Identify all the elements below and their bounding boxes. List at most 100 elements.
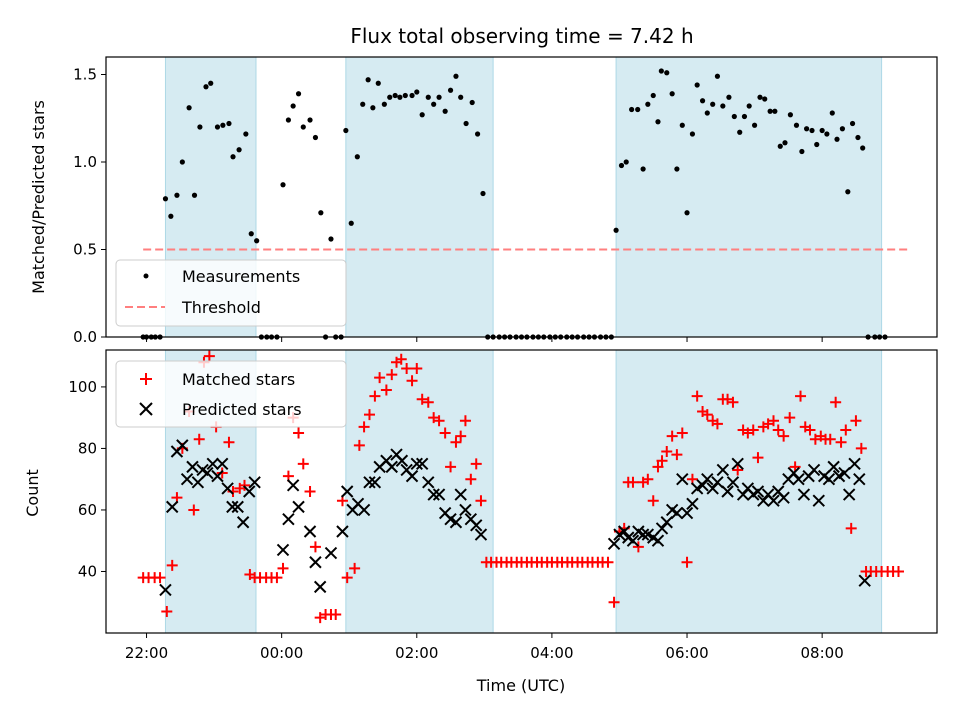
y-tick-label: 100 <box>68 378 97 396</box>
axes-frame <box>105 56 938 338</box>
measurement-point <box>650 92 656 99</box>
predicted-star-point <box>827 460 840 474</box>
measurement-point <box>767 108 773 114</box>
measurement-point <box>220 122 226 128</box>
measurement-point <box>855 134 861 141</box>
top-panel: 0.0 0.5 1.0 1.5 Matched/Predicted stars Mea… <box>29 56 938 346</box>
measurement-point <box>474 131 481 137</box>
measurement-point <box>387 94 393 100</box>
predicted-star-point <box>368 476 382 489</box>
predicted-star-point <box>777 491 790 504</box>
matched-star-point <box>824 433 836 445</box>
legend-measurements-marker <box>143 273 149 279</box>
measurement-point <box>295 91 302 97</box>
top-axes: 0.0 0.5 1.0 1.5 <box>73 56 938 346</box>
matched-star-point <box>691 390 703 402</box>
predicted-star-point <box>651 534 665 547</box>
predicted-star-point <box>243 485 256 498</box>
matched-star-point <box>380 384 392 396</box>
matched-star-point <box>277 562 289 574</box>
measurement-point <box>300 124 306 130</box>
predicted-star-point <box>474 528 488 541</box>
measurement-point <box>757 94 763 100</box>
measurement-point <box>623 159 629 165</box>
measurement-point <box>664 70 670 76</box>
predicted-star-point <box>660 516 673 529</box>
matched-star-point <box>727 396 739 408</box>
matched-star-point <box>676 427 688 439</box>
predicted-star-point <box>716 463 730 477</box>
measurement-point <box>214 124 221 130</box>
measurement-point <box>799 148 805 155</box>
matched-star-point <box>297 458 309 470</box>
predicted-star-point <box>853 472 866 486</box>
matched-star-point <box>166 559 178 571</box>
matched-star-point <box>632 541 644 553</box>
matched-star-point <box>732 464 744 476</box>
measurement-point <box>243 131 249 137</box>
matched-star-point <box>369 390 381 402</box>
predicted-star-point <box>276 543 290 557</box>
predicted-star-point <box>211 469 224 483</box>
measurement-point <box>285 117 292 123</box>
predicted-star-point <box>449 516 463 529</box>
measurement-point <box>689 131 696 137</box>
matched-star-point <box>701 409 713 421</box>
matched-star-point <box>711 418 723 430</box>
measurement-point <box>381 101 387 107</box>
predicted-star-point <box>221 482 234 495</box>
legend-measurements-label: Measurements <box>182 267 300 286</box>
predicted-star-point <box>848 457 861 471</box>
matched-star-point <box>830 396 842 408</box>
measurement-point <box>236 147 242 153</box>
matched-star-point <box>450 436 462 448</box>
bottom-axes: 40 60 80 100 22:00 00:00 02:00 04:00 06:00 08:00 <box>68 349 938 662</box>
measurement-point <box>208 80 214 86</box>
predicted-star-point <box>282 512 295 526</box>
matched-star-point <box>892 565 904 577</box>
x-tick-label: 06:00 <box>665 644 708 662</box>
measurement-point <box>230 154 236 160</box>
measurement-point <box>162 196 169 202</box>
measurement-point <box>684 210 690 216</box>
predicted-star-point <box>822 472 836 486</box>
legend-matched-marker <box>140 373 152 385</box>
predicted-star-point <box>792 472 805 486</box>
predicted-star-point <box>363 476 376 489</box>
matched-star-point <box>671 449 683 461</box>
predicted-star-point <box>166 500 179 514</box>
measurement-point <box>419 112 425 118</box>
matched-star-point <box>642 473 654 485</box>
predicted-star-point <box>787 466 800 480</box>
measurement-point <box>819 127 825 134</box>
matched-star-point <box>422 396 434 408</box>
predicted-star-point <box>215 457 229 471</box>
measurement-point <box>174 192 180 198</box>
y-tick-label: 0.0 <box>73 328 97 346</box>
predicted-star-point <box>726 476 740 489</box>
matched-star-point <box>349 562 361 574</box>
measurement-point <box>699 98 706 104</box>
measurement-point <box>618 162 625 169</box>
y-tick-label: 40 <box>78 562 97 580</box>
predicted-star-point <box>636 528 650 541</box>
predicted-star-point <box>206 457 219 471</box>
matched-star-point <box>363 409 375 421</box>
measurement-point <box>280 182 286 188</box>
measurement-point <box>694 82 700 88</box>
y-tick-label: 0.5 <box>73 241 97 259</box>
predicted-star-point <box>226 500 239 514</box>
shaded-interval-1 <box>345 56 494 338</box>
measurement-point <box>254 238 260 244</box>
matched-star-point <box>193 433 205 445</box>
measurement-point <box>720 103 726 109</box>
matched-star-point <box>835 436 847 448</box>
predicted-star-point <box>405 469 419 483</box>
top-y-axis-label: Matched/Predicted stars <box>29 100 48 294</box>
measurement-point <box>704 110 710 116</box>
measurement-point <box>655 119 661 125</box>
matched-star-point <box>840 424 852 436</box>
measurement-point <box>480 190 486 197</box>
y-tick-label: 80 <box>78 439 97 457</box>
matched-star-point <box>656 455 668 467</box>
